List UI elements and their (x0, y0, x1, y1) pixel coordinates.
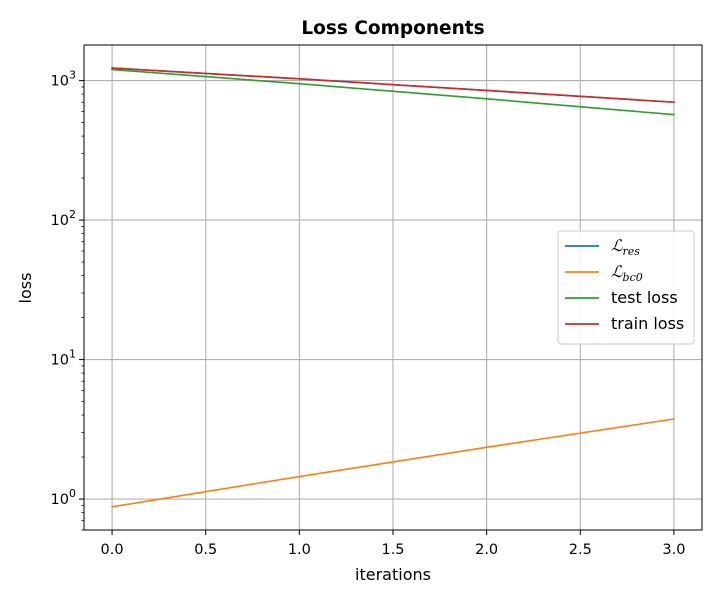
legend-label-3: train loss (611, 314, 684, 333)
y-tick-label: 102 (51, 208, 76, 229)
x-tick-label: 2.5 (569, 542, 592, 558)
legend-box (557, 230, 695, 345)
y-tick-exponent: 1 (69, 348, 76, 361)
y-tick-label: 101 (51, 348, 76, 369)
y-tick-exponent: 2 (69, 208, 76, 221)
legend-label-text: test loss (611, 288, 678, 307)
x-tick-label: 0.0 (101, 542, 124, 558)
x-tick-label: 1.5 (381, 542, 404, 558)
x-tick-label: 1.0 (288, 542, 311, 558)
series-line-3 (111, 67, 675, 104)
series-line-1 (111, 418, 675, 508)
y-axis-label: loss (16, 273, 35, 304)
y-tick-exponent: 0 (69, 487, 76, 500)
y-tick-base: 10 (51, 74, 69, 90)
x-tick-label: 0.5 (194, 542, 217, 558)
legend-label-text: ℒ (611, 236, 623, 255)
legend-label-2: test loss (611, 288, 678, 307)
y-tick-label: 103 (51, 69, 76, 90)
legend-label-1: ℒbc0 (611, 262, 643, 284)
legend-label-text: train loss (611, 314, 684, 333)
y-tick-exponent: 3 (69, 69, 76, 82)
series-line-2 (111, 68, 675, 116)
series-lines (111, 67, 675, 508)
legend-label-0: ℒres (611, 236, 640, 258)
y-tick-base: 10 (51, 353, 69, 369)
x-tick-label: 2.0 (475, 542, 498, 558)
y-tick-base: 10 (51, 492, 69, 508)
chart-title: Loss Components (301, 18, 484, 39)
y-tick-label: 100 (51, 487, 76, 508)
x-axis-label: iterations (355, 565, 431, 584)
legend-label-subscript: bc0 (623, 271, 643, 284)
y-tick-base: 10 (51, 213, 69, 229)
legend-label-subscript: res (623, 245, 641, 258)
x-tick-label: 3.0 (662, 542, 685, 558)
legend-label-text: ℒ (611, 262, 623, 281)
